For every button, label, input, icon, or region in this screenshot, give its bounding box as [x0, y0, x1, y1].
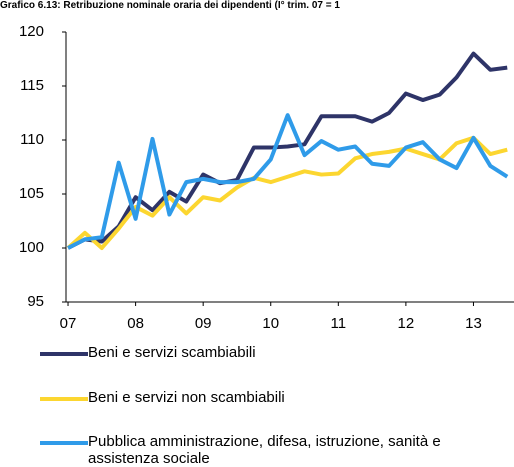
- legend-label: Beni e servizi non scambiabili: [88, 389, 285, 406]
- y-tick-label: 105: [19, 185, 44, 202]
- x-tick-label: 13: [465, 315, 482, 330]
- x-tick-label: 09: [195, 315, 212, 330]
- x-tick-label: 10: [262, 315, 279, 330]
- y-tick-label: 115: [20, 77, 44, 94]
- series-line: [66, 135, 508, 250]
- series-line: [67, 113, 509, 250]
- legend-entry: Beni e servizi non scambiabili: [40, 389, 514, 406]
- x-tick-label: 11: [331, 315, 347, 330]
- y-tick-label: 95: [27, 293, 44, 310]
- y-tick-label: 100: [19, 239, 44, 256]
- legend-swatch: [40, 441, 88, 445]
- legend-label: Pubblica amministrazione, difesa, istruz…: [88, 433, 441, 467]
- legend-label: Beni e servizi scambiabili: [88, 344, 256, 361]
- x-tick-label: 08: [127, 315, 144, 330]
- x-tick-label: 07: [60, 315, 77, 330]
- x-tick-label: 12: [398, 315, 415, 330]
- legend-swatch: [40, 397, 88, 401]
- chart: 95 100 105 110 115 120 07 08 09 10 11 12 13: [19, 23, 514, 330]
- y-tick-label: 120: [19, 23, 44, 40]
- legend-entry: Pubblica amministrazione, difesa, istruz…: [40, 433, 514, 467]
- legend-swatch: [40, 352, 88, 356]
- y-tick-label: 110: [20, 131, 44, 148]
- chart-title: Grafico 6.13: Retribuzione nominale orar…: [0, 0, 340, 11]
- legend-entry: Beni e servizi scambiabili: [40, 344, 514, 361]
